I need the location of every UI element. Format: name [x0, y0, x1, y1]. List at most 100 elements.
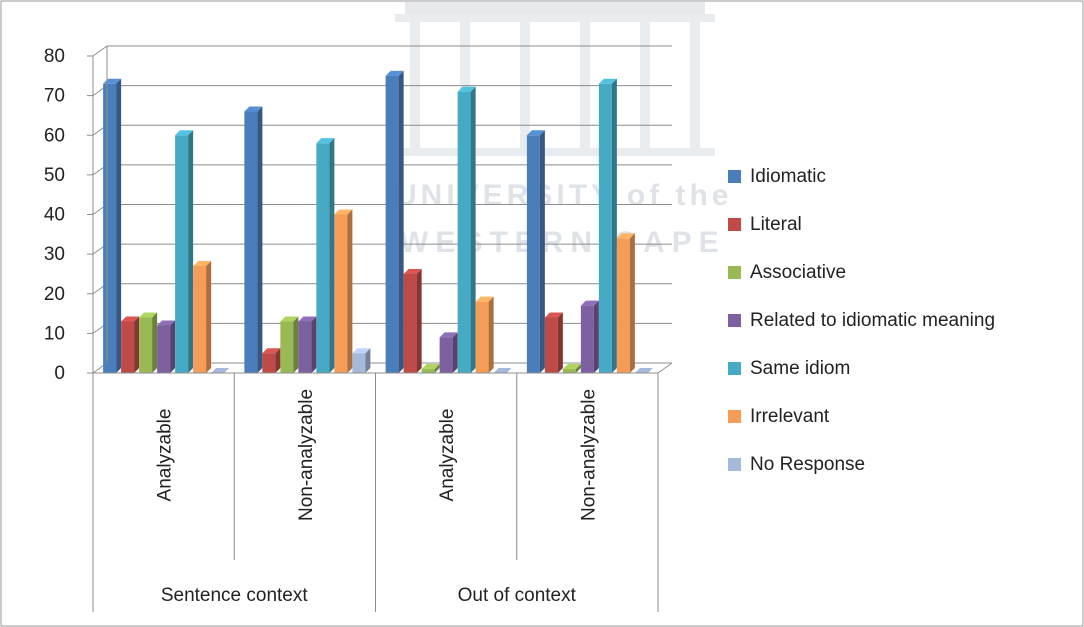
x-axis: Analyzable Non-analyzable Sentence context…: [92, 362, 673, 612]
bar: [103, 78, 122, 374]
bar-side: [257, 106, 263, 373]
legend-item: Associative: [728, 262, 846, 283]
bar-top: [298, 316, 317, 322]
bar: [334, 209, 353, 373]
bar-top: [526, 130, 545, 136]
bar: [262, 348, 281, 373]
bar-front: [262, 353, 276, 373]
plot-area: [92, 45, 672, 374]
bar-top: [580, 300, 599, 306]
y-tick-label: 0: [54, 363, 65, 384]
bar-front: [103, 83, 117, 374]
bar-side: [365, 348, 371, 373]
bar-top: [493, 368, 512, 373]
bar: [121, 316, 140, 373]
legend-swatch: [728, 218, 741, 231]
x-group-label: Sentence context: [161, 585, 309, 606]
bar-front: [544, 317, 558, 373]
y-tick-label: 60: [44, 125, 65, 146]
x-tick-label: Non-analyzable: [296, 389, 317, 521]
bar-side: [206, 261, 212, 373]
bar-top: [439, 332, 458, 338]
legend-swatch: [728, 170, 741, 183]
y-tick-label: 30: [44, 244, 65, 265]
bar: [211, 368, 230, 373]
bar: [598, 78, 617, 374]
bar-front: [475, 301, 489, 373]
legend-swatch: [728, 362, 741, 375]
bar-front: [403, 273, 417, 373]
bar-side: [347, 209, 353, 373]
bar-top: [193, 261, 212, 267]
bar-front: [439, 337, 453, 373]
legend-item: Same idiom: [728, 358, 850, 379]
bar-side: [398, 70, 404, 373]
bar-top: [475, 296, 494, 302]
bar-top: [280, 316, 299, 322]
bar-side: [116, 78, 122, 374]
legend-item: Related to idiomatic meaning: [728, 310, 995, 331]
bar-side: [629, 233, 635, 373]
bar: [457, 86, 476, 373]
bar: [403, 268, 422, 373]
legend-swatch: [728, 458, 741, 471]
bar-side: [311, 316, 317, 373]
x-tick-label: Analyzable: [155, 409, 176, 502]
bar-front: [244, 111, 258, 373]
bar-top: [103, 78, 122, 84]
bar-side: [275, 348, 281, 373]
bar-side: [611, 78, 617, 374]
bar: [526, 130, 545, 373]
bar: [544, 312, 563, 373]
bar-side: [452, 332, 458, 373]
bar-side: [539, 130, 545, 373]
legend-swatch: [728, 314, 741, 327]
legend: Idiomatic Literal Associative Related to id…: [728, 166, 995, 475]
legend-label: No Response: [750, 454, 865, 475]
bar-front: [121, 321, 135, 373]
bar-top: [544, 312, 563, 318]
bar: [157, 320, 176, 373]
bar: [139, 312, 158, 373]
x-group-label: Out of context: [458, 585, 577, 606]
bar-front: [457, 91, 471, 373]
bar-front: [616, 238, 630, 373]
bar-top: [121, 316, 140, 322]
watermark-line1: UNIVERSITY of the: [395, 179, 732, 212]
bar-front: [352, 353, 366, 373]
bar-front: [157, 325, 171, 373]
watermark-line2: WESTERN CAPE: [400, 226, 726, 259]
x-tick-label: Non-analyzable: [578, 389, 599, 521]
legend-swatch: [728, 410, 741, 423]
y-tick-label: 20: [44, 284, 65, 305]
bar-front: [334, 214, 348, 373]
bar-top: [562, 364, 581, 370]
bar-side: [152, 312, 158, 373]
bar-top: [352, 348, 371, 354]
bar-side: [416, 268, 422, 373]
bar-side: [134, 316, 140, 373]
bar-top: [457, 86, 476, 92]
bar-top: [157, 320, 176, 326]
bar: [616, 233, 635, 373]
y-tick-label: 40: [44, 205, 65, 226]
legend-item: No Response: [728, 454, 865, 475]
y-tick-label: 50: [44, 165, 65, 186]
bar-front: [193, 266, 207, 373]
bar-top: [175, 130, 194, 136]
bar: [562, 364, 581, 373]
bar: [421, 364, 440, 373]
bar-side: [170, 320, 176, 373]
bar-top: [244, 106, 263, 112]
bar-front: [526, 135, 540, 373]
bar-side: [470, 86, 476, 373]
bar-side: [488, 296, 494, 373]
y-tick-label: 80: [44, 46, 65, 67]
floor-edge: [657, 362, 673, 374]
bar-top: [385, 70, 404, 76]
bar: [580, 300, 599, 373]
bar-front: [298, 321, 312, 373]
bar: [385, 70, 404, 373]
bar-top: [334, 209, 353, 215]
bar-front: [139, 317, 153, 373]
